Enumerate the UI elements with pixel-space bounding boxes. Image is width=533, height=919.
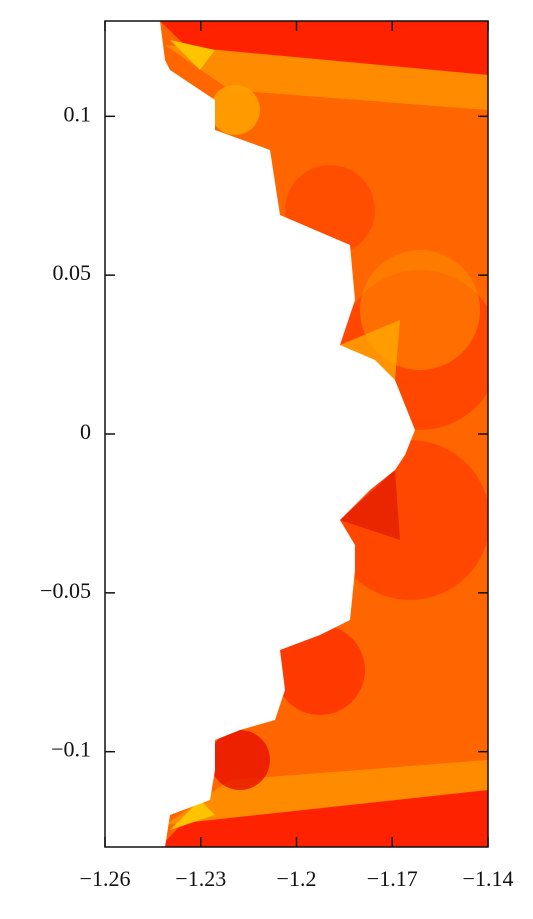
x-tick-label: −1.2 (277, 866, 317, 891)
x-tick-label: −1.14 (463, 866, 514, 891)
y-tick-label: 0.05 (53, 260, 92, 285)
x-tick-label: −1.17 (367, 866, 418, 891)
y-tick-label: −0.05 (40, 578, 91, 603)
x-tick-label: −1.26 (80, 866, 131, 891)
y-tick-label: 0 (80, 419, 91, 444)
x-tick-label: −1.23 (175, 866, 226, 891)
y-tick-label: 0.1 (64, 101, 92, 126)
y-tick-label: −0.1 (51, 737, 91, 762)
fractal-image (105, 21, 488, 847)
